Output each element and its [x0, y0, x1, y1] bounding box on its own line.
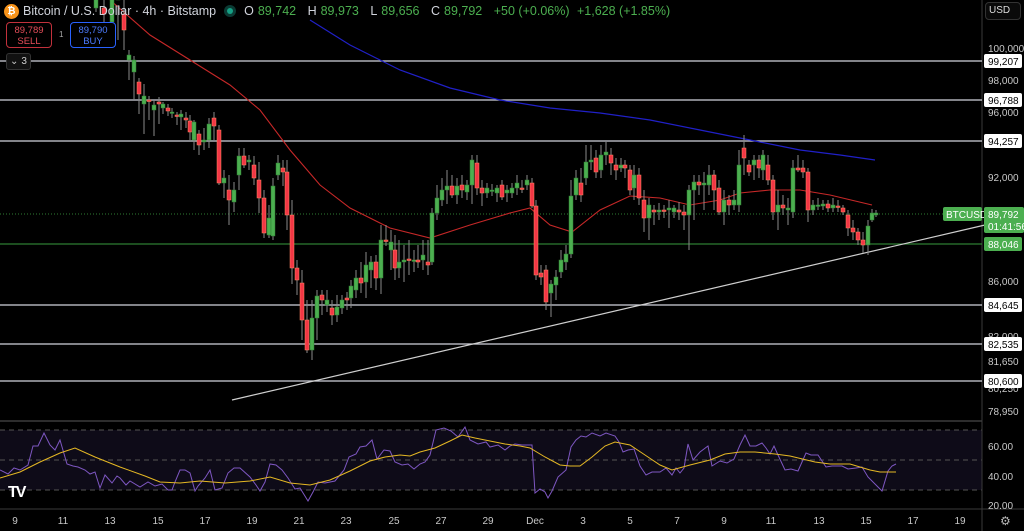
currency-selector[interactable]: USD: [985, 2, 1021, 20]
svg-text:25: 25: [388, 516, 400, 527]
sell-price: 89,789: [14, 25, 44, 36]
buy-label: BUY: [83, 36, 103, 47]
rsi-bands: [0, 429, 982, 491]
low-value: 89,656: [381, 4, 420, 18]
svg-text:BTCUSD: BTCUSD: [946, 210, 987, 221]
svg-text:17: 17: [199, 516, 211, 527]
chevron-down-icon: ⌄: [10, 56, 19, 67]
svg-text:19: 19: [246, 516, 258, 527]
market-open-dot-icon: [224, 5, 237, 17]
svg-text:27: 27: [435, 516, 447, 527]
svg-text:7: 7: [674, 516, 680, 527]
svg-text:60.00: 60.00: [988, 442, 1013, 453]
chart-header: ₿ Bitcoin / U.S. Dollar · 4h · Bitstamp …: [4, 2, 674, 20]
svg-text:9: 9: [12, 516, 18, 527]
svg-text:86,000: 86,000: [988, 277, 1019, 288]
svg-text:Dec: Dec: [526, 516, 544, 527]
svg-text:78,950: 78,950: [988, 407, 1019, 418]
gear-icon[interactable]: ⚙: [1000, 514, 1011, 528]
svg-text:40.00: 40.00: [988, 472, 1013, 483]
change-value: +50 (+0.06%): [493, 4, 570, 18]
sell-label: SELL: [17, 36, 41, 47]
svg-text:84,645: 84,645: [988, 301, 1019, 312]
candlesticks: [93, 0, 879, 360]
svg-text:23: 23: [340, 516, 352, 527]
indicators-toggle-button[interactable]: ⌄ 3: [6, 53, 31, 70]
ema-slow-line: [309, 19, 876, 161]
svg-text:13: 13: [813, 516, 825, 527]
buy-price: 89,790: [78, 25, 108, 36]
open-value: 89,742: [257, 4, 297, 18]
price-axis-labels[interactable]: 100,00098,00096,00092,00086,00082,00081,…: [984, 44, 1024, 512]
bitcoin-icon: ₿: [4, 3, 19, 19]
tradingview-logo[interactable]: TV: [8, 484, 27, 501]
ohlc-values: O 89,742 H 89,973 L 89,656 C 89,792 +50 (+0.…: [244, 4, 671, 18]
svg-text:80,600: 80,600: [988, 377, 1019, 388]
svg-text:3: 3: [580, 516, 586, 527]
change-extra-value: +1,628 (+1.85%): [576, 4, 671, 18]
svg-text:15: 15: [152, 516, 164, 527]
svg-text:99,207: 99,207: [988, 57, 1019, 68]
svg-text:81,650: 81,650: [988, 357, 1019, 368]
svg-text:21: 21: [293, 516, 305, 527]
svg-text:96,000: 96,000: [988, 108, 1019, 119]
svg-text:5: 5: [627, 516, 633, 527]
buy-button[interactable]: 89,790 BUY: [70, 22, 116, 48]
svg-text:89,792: 89,792: [988, 210, 1019, 221]
svg-text:9: 9: [721, 516, 727, 527]
svg-text:19: 19: [954, 516, 966, 527]
svg-text:100,000: 100,000: [988, 44, 1024, 55]
svg-text:11: 11: [58, 516, 69, 527]
spread-value: 1: [59, 30, 64, 39]
svg-text:88,046: 88,046: [988, 240, 1019, 251]
close-value: 89,792: [444, 4, 483, 18]
rsi-lines: [0, 425, 897, 502]
indicator-count: 3: [21, 56, 27, 67]
svg-text:20.00: 20.00: [988, 501, 1013, 512]
svg-text:01:41:56: 01:41:56: [988, 222, 1024, 233]
svg-text:13: 13: [104, 516, 116, 527]
svg-text:80,250: 80,250: [988, 384, 1019, 395]
sell-button[interactable]: 89,789 SELL: [6, 22, 52, 48]
high-value: 89,973: [320, 4, 359, 18]
time-axis-labels[interactable]: 9 11 13 15 17 19 21 23 25 27 29 Dec 3 5 7 9 11 13 15 17 19: [12, 516, 966, 527]
svg-text:94,257: 94,257: [988, 137, 1019, 148]
svg-text:29: 29: [482, 516, 494, 527]
svg-text:96,788: 96,788: [988, 96, 1019, 107]
horizontal-price-levels[interactable]: [0, 60, 982, 382]
svg-text:15: 15: [860, 516, 872, 527]
svg-text:98,000: 98,000: [988, 76, 1019, 87]
trendline[interactable]: [231, 224, 986, 401]
svg-text:82,535: 82,535: [988, 340, 1019, 351]
symbol-title[interactable]: Bitcoin / U.S. Dollar · 4h · Bitstamp: [23, 4, 217, 18]
svg-text:11: 11: [766, 516, 777, 527]
svg-text:17: 17: [907, 516, 919, 527]
svg-text:92,000: 92,000: [988, 173, 1019, 184]
